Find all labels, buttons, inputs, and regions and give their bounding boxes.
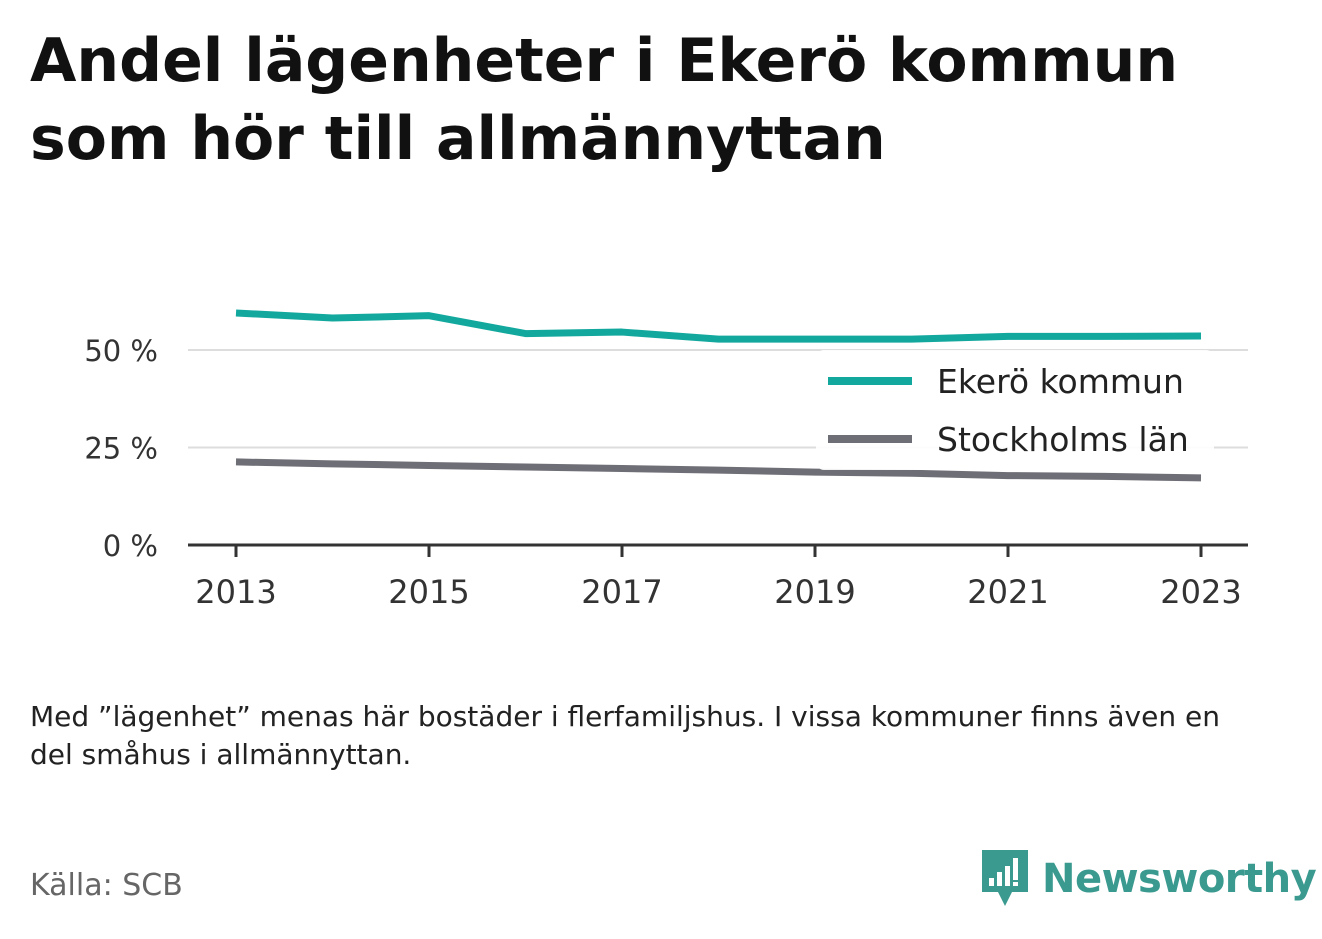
y-tick-label: 25 % xyxy=(84,432,158,466)
x-tick-label: 2023 xyxy=(1160,573,1241,611)
x-tick-label: 2017 xyxy=(581,573,662,611)
legend-label: Ekerö kommun xyxy=(937,362,1184,401)
brand-name: Newsworthy xyxy=(1042,856,1317,902)
line-chart: Ekerö kommun Stockholms län 0 % 25 % 50 % 20… xyxy=(84,309,1248,611)
legend-label: Stockholms län xyxy=(937,420,1189,459)
x-tick-label: 2013 xyxy=(195,573,276,611)
x-tick-label: 2019 xyxy=(774,573,855,611)
axes: 0 % 25 % 50 % 2013 2015 2017 2019 2021 2023 xyxy=(84,334,1248,611)
y-tick-label: 0 % xyxy=(103,529,158,563)
series-line-1 xyxy=(235,458,1202,482)
brand-logo: Newsworthy xyxy=(980,848,1317,910)
newsworthy-logo-icon xyxy=(982,850,1028,906)
x-tick-label: 2021 xyxy=(967,573,1048,611)
legend: Ekerö kommun Stockholms län xyxy=(816,350,1214,470)
footnote: Med ”lägenhet” menas här bostäder i fler… xyxy=(30,700,1220,771)
y-tick-label: 50 % xyxy=(84,334,158,368)
legend-background xyxy=(816,350,1214,470)
series-layer xyxy=(235,309,1202,482)
series-line-0 xyxy=(235,309,1202,343)
chart-title: Andel lägenheter i Ekerö kommun som hör … xyxy=(30,26,1179,174)
source-label: Källa: SCB xyxy=(30,868,183,903)
x-tick-label: 2015 xyxy=(388,573,469,611)
